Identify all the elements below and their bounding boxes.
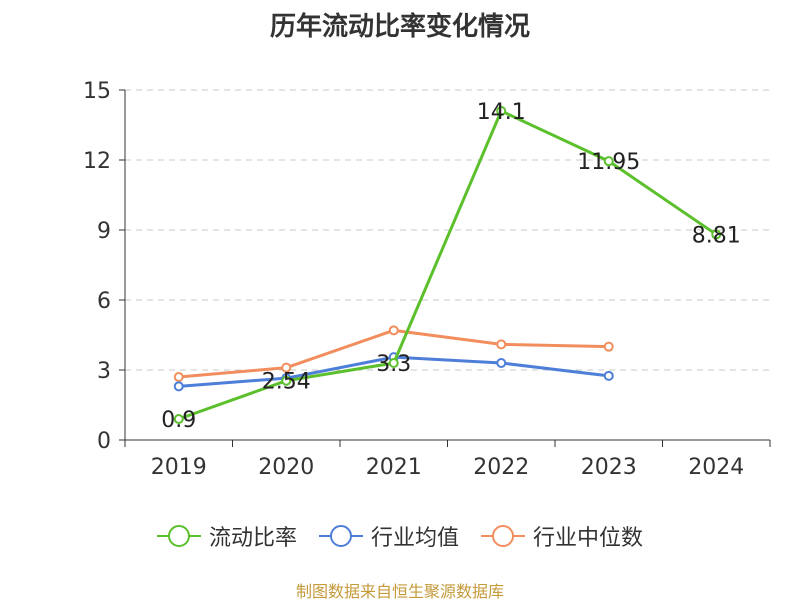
data-label: 8.81 — [692, 223, 741, 248]
y-tick-label: 15 — [83, 79, 111, 104]
data-point — [603, 156, 614, 167]
data-point — [603, 341, 614, 352]
y-tick-label: 12 — [83, 149, 111, 174]
x-tick-label: 2024 — [688, 455, 744, 480]
legend-label: 行业中位数 — [533, 526, 644, 551]
data-point — [281, 362, 292, 373]
y-tick-label: 9 — [97, 219, 111, 244]
legend-marker-icon — [156, 524, 201, 548]
x-tick-label: 2019 — [151, 455, 207, 480]
legend-item[interactable]: 行业中位数 — [481, 520, 643, 552]
data-label: 2.54 — [262, 370, 311, 395]
data-label: 0.9 — [161, 408, 196, 433]
data-point — [388, 358, 399, 368]
y-tick-label: 6 — [97, 289, 111, 314]
chart-legend: 流动比率 行业均值 行业中位数 — [0, 520, 800, 552]
data-label: 3.3 — [376, 352, 411, 377]
x-tick-label: 2021 — [366, 455, 422, 480]
x-tick-label: 2023 — [581, 455, 637, 480]
y-tick-label: 3 — [97, 359, 111, 384]
legend-marker-icon — [481, 524, 525, 548]
x-tick-label: 2022 — [473, 455, 529, 480]
data-point — [496, 106, 507, 116]
data-point — [173, 414, 184, 424]
legend-item[interactable]: 流动比率 — [156, 520, 297, 552]
data-source-note: 制图数据来自恒生聚源数据库 — [295, 582, 504, 601]
data-point — [173, 372, 184, 382]
data-point — [173, 381, 184, 392]
legend-item[interactable]: 行业均值 — [318, 520, 459, 552]
data-point — [711, 229, 722, 240]
legend-label: 流动比率 — [208, 526, 297, 551]
data-point — [388, 325, 399, 336]
x-tick-label: 2020 — [258, 455, 314, 480]
data-point — [603, 370, 614, 381]
data-point — [496, 339, 507, 350]
chart-title: 历年流动比率变化情况 — [269, 12, 530, 42]
data-point — [496, 358, 507, 368]
legend-marker-icon — [318, 524, 363, 548]
series-line — [178, 109, 718, 421]
data-label: 11.95 — [577, 150, 640, 175]
data-point — [281, 375, 292, 386]
legend-label: 行业均值 — [370, 526, 459, 551]
data-label: 14.1 — [477, 100, 526, 125]
y-tick-label: 0 — [97, 429, 111, 454]
